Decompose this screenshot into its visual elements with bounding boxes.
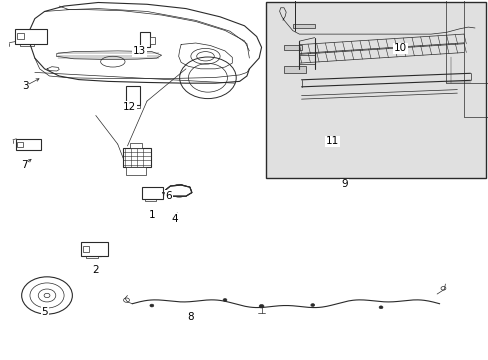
Text: 4: 4 bbox=[171, 214, 178, 224]
Bar bbox=[463, 0, 488, 117]
Bar bbox=[17, 141, 23, 147]
Polygon shape bbox=[284, 66, 305, 73]
Text: 3: 3 bbox=[22, 81, 28, 91]
Bar bbox=[16, 139, 41, 150]
Ellipse shape bbox=[150, 304, 154, 307]
Bar bbox=[122, 148, 151, 167]
Polygon shape bbox=[292, 24, 314, 28]
Bar bbox=[266, 3, 485, 178]
Polygon shape bbox=[165, 185, 191, 196]
Bar bbox=[130, 143, 142, 148]
Text: 12: 12 bbox=[123, 102, 136, 112]
Bar bbox=[150, 37, 155, 44]
Bar bbox=[142, 187, 162, 199]
Text: 8: 8 bbox=[187, 312, 194, 322]
Text: 10: 10 bbox=[393, 44, 407, 53]
Ellipse shape bbox=[142, 44, 143, 45]
Ellipse shape bbox=[310, 303, 314, 306]
Ellipse shape bbox=[128, 101, 131, 103]
Text: 6: 6 bbox=[165, 191, 172, 201]
Ellipse shape bbox=[259, 305, 264, 308]
Bar bbox=[126, 167, 146, 175]
Ellipse shape bbox=[21, 277, 72, 314]
Bar bbox=[145, 199, 156, 201]
Bar bbox=[126, 105, 140, 108]
Bar bbox=[446, 0, 488, 83]
Bar bbox=[17, 33, 24, 40]
Text: 1: 1 bbox=[148, 210, 155, 220]
Ellipse shape bbox=[128, 92, 131, 94]
Text: 5: 5 bbox=[41, 307, 48, 317]
Text: 2: 2 bbox=[92, 265, 99, 275]
Text: 11: 11 bbox=[325, 136, 338, 146]
Bar bbox=[140, 32, 150, 47]
Ellipse shape bbox=[128, 96, 131, 99]
Ellipse shape bbox=[142, 40, 143, 41]
Polygon shape bbox=[284, 45, 301, 50]
Ellipse shape bbox=[378, 306, 382, 309]
Text: 9: 9 bbox=[341, 179, 347, 189]
Bar bbox=[86, 256, 98, 258]
Bar bbox=[20, 44, 34, 45]
Bar bbox=[126, 86, 140, 105]
Bar bbox=[15, 29, 47, 44]
Text: 13: 13 bbox=[133, 46, 146, 56]
Ellipse shape bbox=[223, 298, 226, 301]
Ellipse shape bbox=[142, 37, 143, 38]
Bar bbox=[81, 242, 108, 256]
Bar bbox=[82, 246, 89, 252]
Text: 7: 7 bbox=[21, 160, 27, 170]
